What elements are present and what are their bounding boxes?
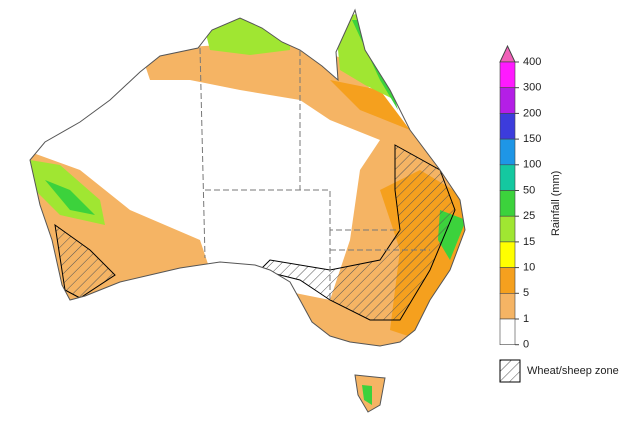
- legend-tick-label: 300: [523, 82, 541, 94]
- legend-tick-label: 0: [523, 339, 529, 351]
- legend-bin: [499, 292, 516, 320]
- legend-tick-label: 200: [523, 107, 541, 119]
- legend-tick-label: 25: [523, 210, 535, 222]
- map-fill: [30, 10, 465, 346]
- legend-tick-label: 100: [523, 159, 541, 171]
- hatch-key: [499, 359, 521, 383]
- legend-tick-label: 400: [523, 56, 541, 68]
- legend-bin: [499, 190, 516, 217]
- legend-bin: [499, 318, 516, 346]
- legend-tick-label: 5: [523, 287, 529, 299]
- legend-bin: [499, 164, 516, 191]
- state-borders: [199, 47, 430, 300]
- legend-tick-label: 1: [523, 313, 529, 325]
- legend-bin: [499, 241, 516, 268]
- legend-title: Rainfall (mm): [550, 171, 562, 236]
- legend-bin: [499, 267, 516, 294]
- legend-tick-label: 50: [523, 184, 535, 196]
- legend-bin: [499, 215, 516, 243]
- legend-tick-label: 10: [523, 262, 535, 274]
- legend-bin: [499, 113, 516, 140]
- legend-tick-label: 15: [523, 236, 535, 248]
- tasmania-rain: [362, 385, 372, 405]
- legend-arrow: [499, 44, 516, 63]
- legend-bin: [499, 138, 516, 166]
- legend-tick-label: 150: [523, 133, 541, 145]
- legend-bin: [499, 61, 516, 89]
- legend-bin: [499, 87, 516, 114]
- hatch-key-label: Wheat/sheep zone: [527, 365, 619, 377]
